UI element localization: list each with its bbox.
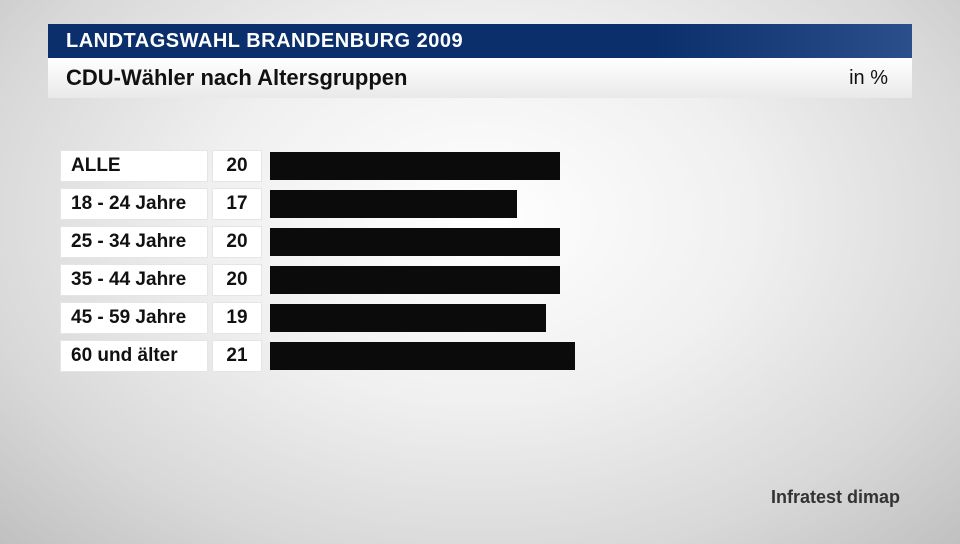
bar	[270, 228, 560, 256]
bar	[270, 304, 546, 332]
chart-subtitle: CDU-Wähler nach Altersgruppen	[66, 65, 407, 91]
chart-unit: in %	[849, 67, 888, 90]
row-value: 19	[212, 302, 262, 334]
row-label: 18 - 24 Jahre	[60, 188, 208, 220]
row-label: 25 - 34 Jahre	[60, 226, 208, 258]
row-label: 45 - 59 Jahre	[60, 302, 208, 334]
row-value: 17	[212, 188, 262, 220]
chart-row: 35 - 44 Jahre20	[60, 264, 760, 296]
bar	[270, 266, 560, 294]
source-credit: Infratest dimap	[771, 487, 900, 508]
chart-row: 60 und älter21	[60, 340, 760, 372]
bar-track	[270, 226, 760, 258]
row-value: 20	[212, 226, 262, 258]
header-band: LANDTAGSWAHL BRANDENBURG 2009	[48, 24, 912, 58]
bar-track	[270, 150, 760, 182]
bar-track	[270, 302, 760, 334]
chart-row: 25 - 34 Jahre20	[60, 226, 760, 258]
chart-row: ALLE20	[60, 150, 760, 182]
chart-area: ALLE2018 - 24 Jahre1725 - 34 Jahre2035 -…	[60, 150, 760, 378]
bar-track	[270, 188, 760, 220]
row-value: 20	[212, 150, 262, 182]
row-label: 35 - 44 Jahre	[60, 264, 208, 296]
row-label: ALLE	[60, 150, 208, 182]
bar-track	[270, 340, 760, 372]
bar	[270, 342, 575, 370]
bar	[270, 152, 560, 180]
row-value: 20	[212, 264, 262, 296]
chart-row: 18 - 24 Jahre17	[60, 188, 760, 220]
row-value: 21	[212, 340, 262, 372]
header-title: LANDTAGSWAHL BRANDENBURG 2009	[66, 30, 463, 53]
row-label: 60 und älter	[60, 340, 208, 372]
subheader-band: CDU-Wähler nach Altersgruppen in %	[48, 58, 912, 98]
chart-row: 45 - 59 Jahre19	[60, 302, 760, 334]
bar-track	[270, 264, 760, 296]
bar	[270, 190, 517, 218]
